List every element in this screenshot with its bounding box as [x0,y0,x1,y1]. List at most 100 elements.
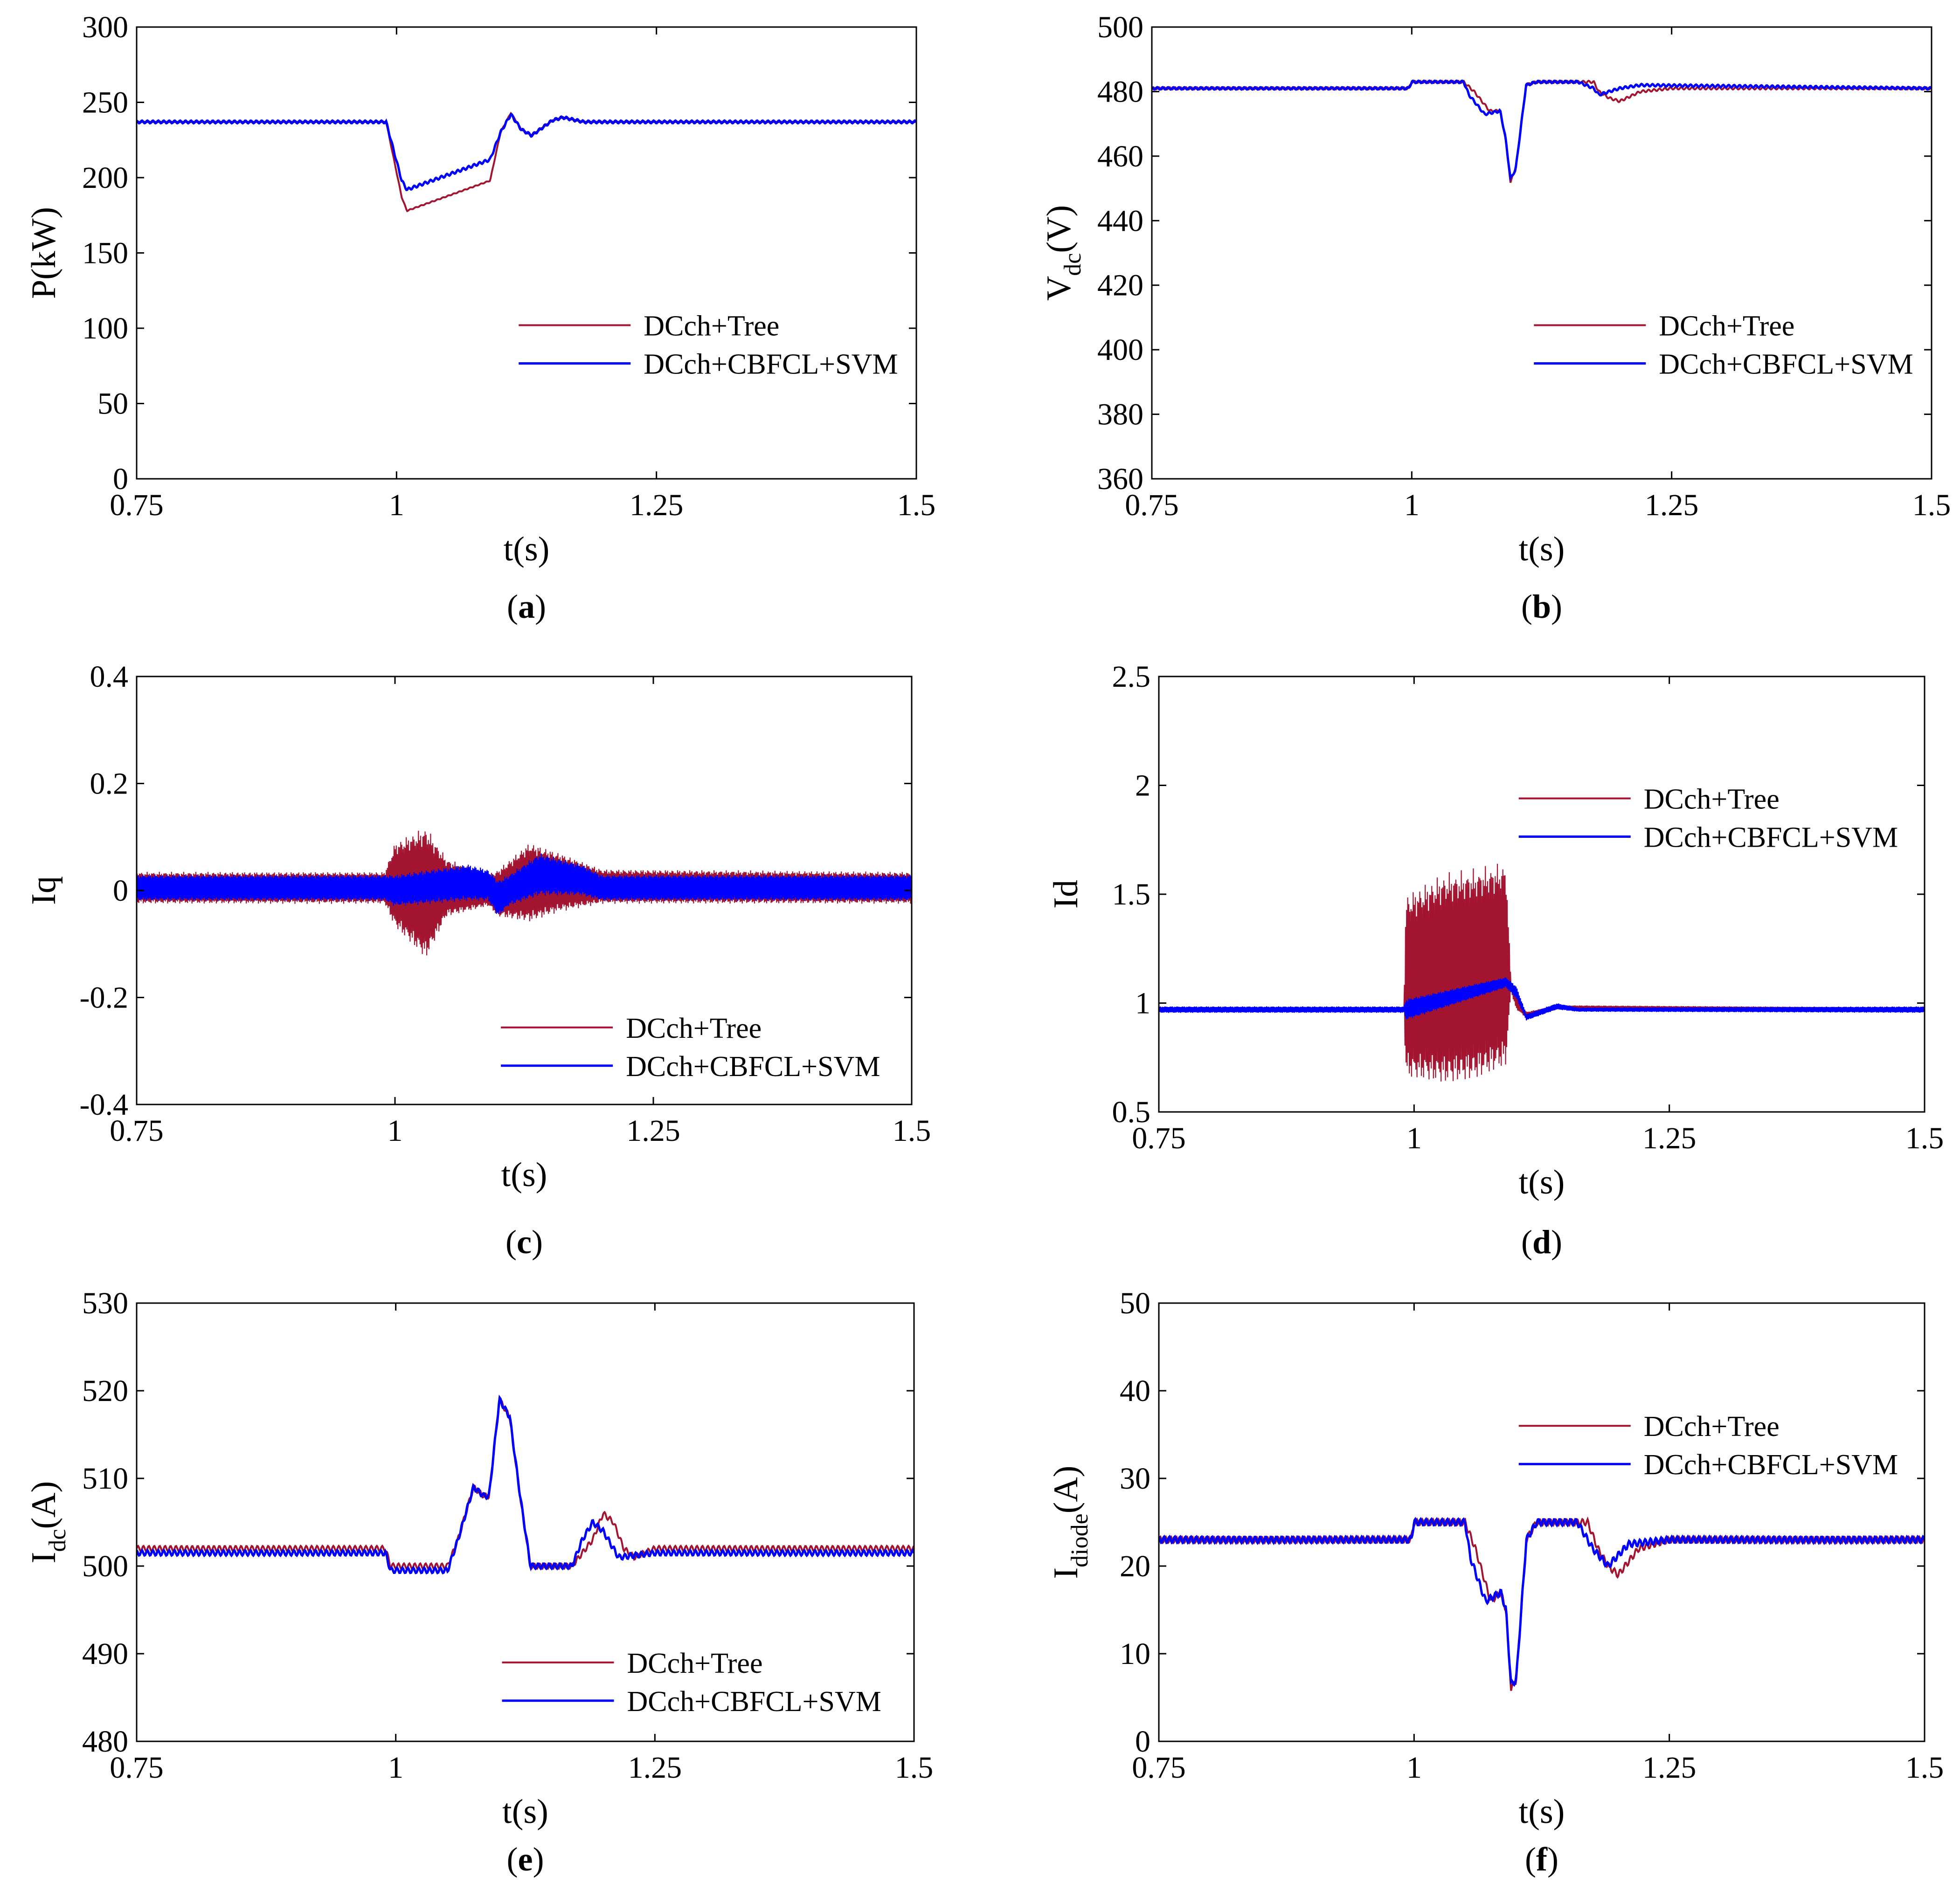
chart-d: 0.75 1 1.25 1.50.511.522.5t(s)IdDCch+TreeDC… [1047,660,1944,1261]
y-tick-label: 0 [1135,1725,1150,1759]
legend-entry: DCch+CBFCL+SVM [1644,1449,1898,1481]
series-a-svm [137,113,916,192]
legend-d: DCch+Tree DCch+CBFCL+SVM [1518,784,1898,854]
y-tick-label: 380 [1097,398,1143,432]
y-axis-label: Idc(A) [25,1481,71,1563]
y-axis-label: Id [1047,880,1085,909]
legend-f: DCch+Tree DCch+CBFCL+SVM [1518,1411,1898,1481]
y-tick-label: 360 [1097,462,1143,496]
series-c-svm [137,853,912,914]
x-axis-label: t(s) [1519,530,1565,568]
series-line-d-1 [1159,977,1925,1021]
x-tick-label: 1.5 [1912,488,1951,522]
panel-caption: (f) [1525,1841,1558,1878]
x-tick-label: 1.25 [626,1114,680,1148]
x-tick-label: 1.25 [1642,1751,1697,1785]
chart-e: 0.75 1 1.25 1.5 480 490 500 510 520 530 t(s) Idc(A)… [25,1286,933,1878]
y-tick-label: 40 [1120,1374,1150,1408]
y-axis-label-unit: (V) [1040,205,1078,253]
x-tick-label: 1 [1404,488,1420,522]
legend-entry: DCch+Tree [1659,311,1794,342]
y-tick-label: 2 [1135,769,1150,803]
x-tick-label: 0.75 [110,488,164,522]
y-tick-label: 2.5 [1112,660,1151,694]
x-tick-label: 1.5 [1905,1751,1944,1785]
legend-entry: DCch+Tree [626,1013,762,1044]
y-tick-label: 150 [82,236,128,270]
legend-a: DCch+Tree DCch+CBFCL+SVM [519,311,898,380]
panel-caption-letter: d [1532,1223,1551,1261]
x-tick-label: 1.5 [893,1114,931,1148]
plot-frame-e [136,1302,915,1742]
y-axis-label-sub: dc [44,1529,71,1552]
series-b-svm [1152,79,1932,182]
panel-caption: (b) [1521,588,1562,625]
y-axis-label-main: V [1040,276,1078,301]
y-tick-label: 490 [82,1637,128,1671]
legend-c: DCch+Tree DCch+CBFCL+SVM [501,1013,880,1083]
panel-caption: (d) [1521,1223,1562,1261]
series-e-svm [137,1394,914,1575]
panel-caption-letter: c [517,1223,532,1261]
x-tick-label: 0.75 [110,1751,164,1785]
x-axis-label: t(s) [1519,1163,1565,1201]
panel-caption: (e) [507,1841,544,1878]
y-axis-label-sub: dc [1060,253,1086,276]
x-tick-label: 1.25 [1645,488,1699,522]
y-axis-label: Idiode(A) [1047,1466,1093,1579]
legend-entry: DCch+Tree [627,1648,762,1679]
y-axis-label: Vdc(V) [1040,205,1086,301]
y-tick-label: 480 [1097,75,1143,109]
y-tick-label: 460 [1097,139,1143,173]
x-axis-label: t(s) [502,1793,548,1831]
y-tick-label: -0.2 [80,981,128,1015]
x-tick-label: 1.25 [1642,1121,1697,1155]
x-tick-label: 1 [1406,1751,1422,1785]
x-tick-label: 0.75 [1125,488,1179,522]
series-line-e-1 [137,1394,914,1575]
x-axis-label: t(s) [504,530,550,568]
x-tick-label: 1 [389,488,404,522]
x-tick-label: 1.25 [630,488,684,522]
series-line-a-1 [137,113,916,192]
y-tick-label: 50 [97,387,128,421]
y-axis-label-unit: (A) [25,1481,63,1529]
legend-entry: DCch+Tree [1644,1411,1780,1442]
y-tick-label: 30 [1120,1462,1150,1496]
y-tick-label: 500 [82,1549,128,1583]
x-axis-label: t(s) [501,1156,547,1194]
legend-entry: DCch+Tree [644,311,779,342]
y-tick-label: 0.2 [90,767,129,801]
x-axis-label: t(s) [1519,1793,1565,1831]
series-line-c-1 [137,853,912,914]
legend-e: DCch+Tree DCch+CBFCL+SVM [502,1648,881,1718]
y-tick-label: 530 [82,1286,128,1320]
y-axis-label-main: I [1047,1567,1085,1579]
plot-frame-f [1158,1302,1925,1742]
x-tick-label: 1 [388,1751,403,1785]
y-tick-label: 400 [1097,333,1143,367]
panel-caption-letter: f [1536,1841,1548,1878]
series-d-svm [1159,977,1925,1021]
y-tick-label: 20 [1120,1549,1150,1583]
y-tick-label: -0.4 [80,1088,128,1122]
y-tick-label: 480 [82,1725,128,1759]
legend-entry: DCch+Tree [1644,784,1780,815]
y-tick-label: 0.5 [1112,1095,1151,1129]
x-tick-label: 1.5 [1905,1121,1944,1155]
y-tick-label: 50 [1120,1286,1150,1320]
y-tick-label: 300 [82,10,128,44]
y-tick-label: 420 [1097,269,1143,303]
y-tick-label: 510 [82,1462,128,1496]
y-tick-label: 1 [1135,987,1150,1021]
x-tick-label: 1 [1406,1121,1422,1155]
series-line-f-1 [1159,1517,1925,1687]
panel-caption: (c) [506,1223,543,1261]
y-tick-label: 440 [1097,204,1143,238]
y-tick-label: 1.5 [1112,877,1151,911]
panel-caption: (a) [507,588,546,625]
y-tick-label: 250 [82,86,128,120]
y-tick-label: 0 [113,462,128,496]
legend-b: DCch+Tree DCch+CBFCL+SVM [1534,311,1913,380]
